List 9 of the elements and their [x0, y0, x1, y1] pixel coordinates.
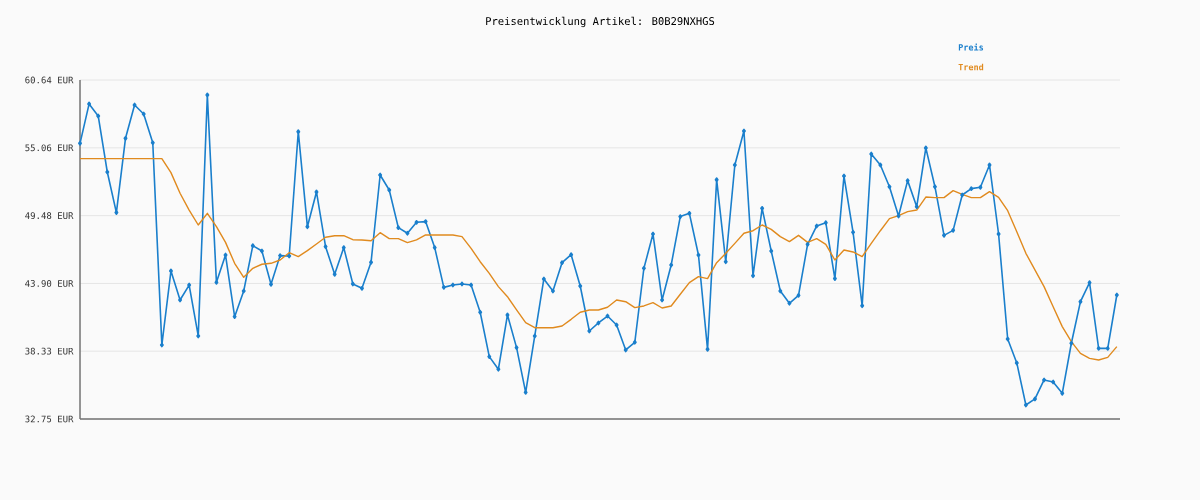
y-tick-label: 43.90 EUR [25, 280, 74, 287]
text: Preis [958, 43, 984, 51]
chart-title: Preisentwicklung Artikel: B0B29NXHGS [486, 16, 715, 28]
y-tick-label: 49.48 EUR [25, 212, 74, 220]
y-tick-label: 32.75 EUR [25, 415, 74, 423]
y-tick-label: 60.64 EUR [25, 76, 74, 84]
y-tick-label: 38.33 EUR [25, 347, 74, 355]
y-tick-label: 55.06 EUR [25, 144, 74, 152]
text: Trend [958, 63, 984, 71]
